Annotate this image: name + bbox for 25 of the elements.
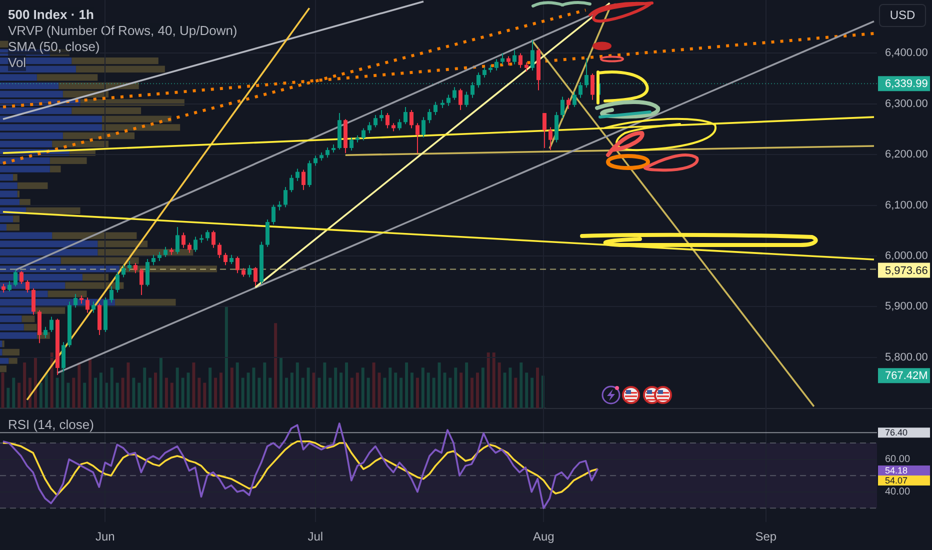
x-tick-label: Sep xyxy=(755,530,777,544)
x-tick-label: Jul xyxy=(308,530,324,544)
ref-line-label: 76.40 xyxy=(885,428,908,438)
y-tick-label: 6,200.00 xyxy=(885,148,928,161)
y-tick-label: 6,400.00 xyxy=(885,47,928,60)
x-tick-label: Aug xyxy=(532,530,554,544)
ref-line-label: 6,339.99 xyxy=(885,78,928,90)
text: 54.18 xyxy=(885,465,908,476)
y-tick-label: 40.00 xyxy=(885,486,910,498)
text: RSI (14, close) xyxy=(8,417,94,433)
y-axis-title: USD xyxy=(879,4,926,27)
chart-title: VRVP (Number Of Rows, 40, Up/Down) xyxy=(8,23,238,39)
y-tick-label: 6,300.00 xyxy=(885,98,928,110)
y-tick-label: 60.00 xyxy=(885,454,910,466)
text: 54.07 xyxy=(885,475,908,486)
text: 500 Index · 1h xyxy=(8,7,94,23)
y-tick-label: 5,800.00 xyxy=(885,351,928,364)
ref-line-label: 5,973.66 xyxy=(885,264,928,277)
y-tick-label: 6,000.00 xyxy=(885,250,928,262)
x-tick-label: Jun xyxy=(95,530,115,544)
chart-title: Vol xyxy=(8,55,26,71)
y-tick-label: 6,100.00 xyxy=(885,199,928,212)
y-tick-label: 5,900.00 xyxy=(885,300,928,313)
annotation: SMA (50, close) xyxy=(8,39,100,55)
text: 767.42M xyxy=(885,370,928,382)
